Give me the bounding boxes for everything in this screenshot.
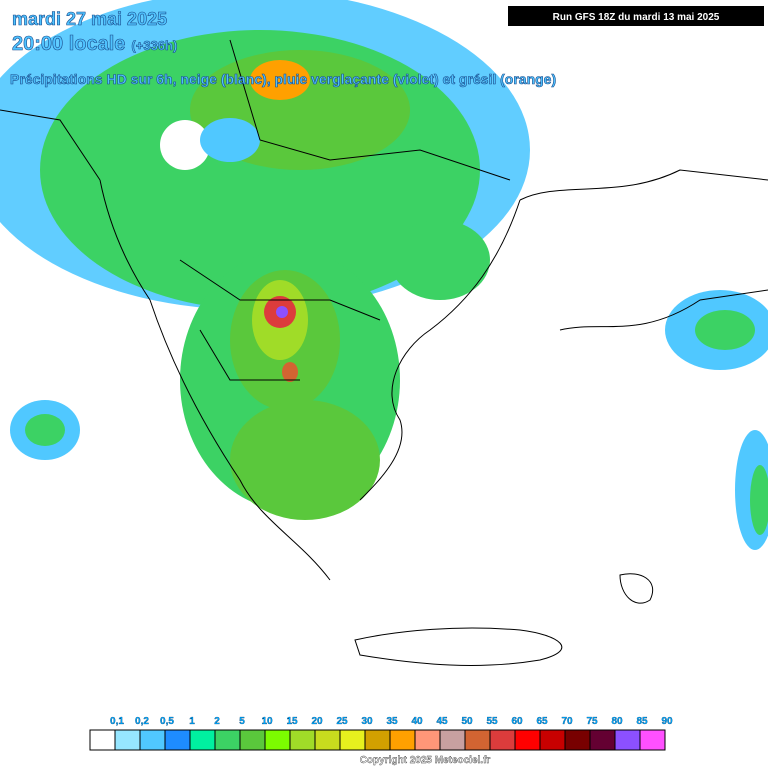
legend-swatch bbox=[189, 729, 216, 751]
legend-swatch bbox=[589, 729, 616, 751]
legend-swatch bbox=[439, 729, 466, 751]
legend-label: 15 bbox=[286, 716, 298, 727]
legend-label: 90 bbox=[661, 716, 673, 727]
legend-swatch bbox=[564, 729, 591, 751]
legend-label: 0,1 bbox=[110, 716, 124, 727]
run-info: Run GFS 18Z du mardi 13 mai 2025 bbox=[553, 12, 720, 23]
legend-label: 25 bbox=[336, 716, 348, 727]
legend-swatch bbox=[414, 729, 441, 751]
legend-swatch bbox=[314, 729, 341, 751]
legend: 0,1 0,2 0,5 1 2 5 10 15 20 25 30 35 40 45 50 55 60 65 70 75… bbox=[89, 716, 673, 751]
legend-swatch bbox=[614, 729, 641, 751]
time-text: 20:00 locale bbox=[12, 33, 125, 55]
run-box bbox=[508, 6, 764, 26]
legend-label: 40 bbox=[411, 716, 423, 727]
legend-label: 70 bbox=[561, 716, 573, 727]
legend-label: 0,5 bbox=[160, 716, 174, 727]
legend-swatch bbox=[264, 729, 291, 751]
copyright: Copyright 2025 Meteociel.fr bbox=[360, 755, 491, 766]
legend-label: 20 bbox=[311, 716, 323, 727]
legend-label: 10 bbox=[261, 716, 273, 727]
legend-swatch bbox=[114, 729, 141, 751]
legend-label: 35 bbox=[386, 716, 398, 727]
legend-swatch bbox=[214, 729, 241, 751]
legend-swatch bbox=[489, 729, 516, 751]
legend-label: 30 bbox=[361, 716, 373, 727]
legend-swatch bbox=[639, 729, 666, 751]
legend-swatch bbox=[464, 729, 491, 751]
legend-label: 45 bbox=[436, 716, 448, 727]
legend-label: 2 bbox=[214, 716, 220, 727]
offset: (+336h) bbox=[131, 38, 177, 53]
legend-label: 75 bbox=[586, 716, 598, 727]
legend-swatch bbox=[364, 729, 391, 751]
legend-swatch bbox=[164, 729, 191, 751]
legend-swatch bbox=[389, 729, 416, 751]
subtitle: Précipitations HD sur 6h, neige (blanc),… bbox=[10, 71, 556, 87]
legend-label: 5 bbox=[239, 716, 245, 727]
legend-label: 85 bbox=[636, 716, 648, 727]
legend-swatch bbox=[89, 729, 116, 751]
legend-swatch bbox=[139, 729, 166, 751]
legend-label: 65 bbox=[536, 716, 548, 727]
legend-label: 0,2 bbox=[135, 716, 149, 727]
legend-label: 1 bbox=[189, 716, 195, 727]
date: mardi 27 mai 2025 bbox=[12, 9, 167, 29]
coastlines bbox=[0, 39, 768, 666]
time: 20:00 locale (+336h) bbox=[12, 33, 177, 55]
legend-label: 80 bbox=[611, 716, 623, 727]
legend-label: 55 bbox=[486, 716, 498, 727]
legend-label: 60 bbox=[511, 716, 523, 727]
legend-swatch bbox=[539, 729, 566, 751]
legend-label: 50 bbox=[461, 716, 473, 727]
legend-swatch bbox=[239, 729, 266, 751]
legend-swatch bbox=[289, 729, 316, 751]
legend-swatch bbox=[339, 729, 366, 751]
legend-swatch bbox=[514, 729, 541, 751]
